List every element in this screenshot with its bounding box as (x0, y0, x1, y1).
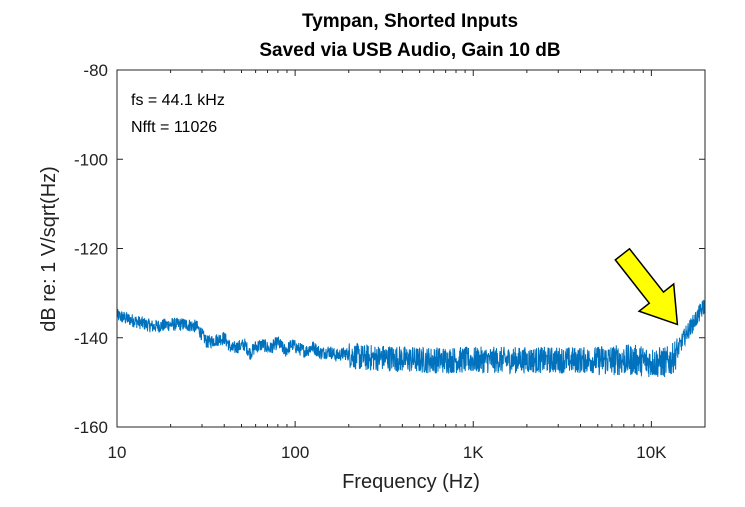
annotation-nfft: Nfft = 11026 (131, 119, 217, 136)
annotation-fs: fs = 44.1 kHz (131, 92, 225, 109)
chart-title-line-1: Tympan, Shorted Inputs (302, 11, 518, 32)
x-tick-label: 10 (108, 443, 127, 462)
y-axis-label: dB re: 1 V/sqrt(Hz) (38, 166, 60, 332)
y-tick-label: -120 (74, 240, 108, 259)
y-tick-label: -160 (74, 418, 108, 437)
x-tick-label: 10K (636, 443, 667, 462)
x-tick-label: 100 (281, 443, 309, 462)
y-tick-label: -140 (74, 329, 108, 348)
x-axis-label: Frequency (Hz) (342, 471, 480, 493)
series-line (117, 299, 705, 378)
chart-title-line-2: Saved via USB Audio, Gain 10 dB (259, 40, 560, 61)
y-tick-label: -80 (83, 61, 108, 80)
y-tick-label: -100 (74, 150, 108, 169)
x-tick-label: 1K (463, 443, 484, 462)
highlight-arrow (614, 247, 679, 326)
